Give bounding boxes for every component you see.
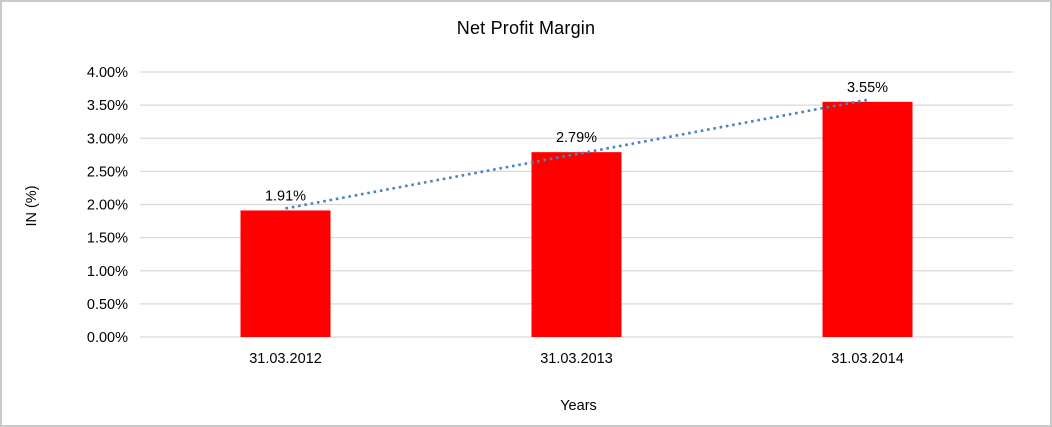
x-tick-label: 31.03.2012 [249,351,322,367]
trendline [285,98,868,210]
y-tick-label: 3.00% [87,131,128,147]
bar [240,210,331,337]
bar-data-label: 3.55% [847,80,888,96]
y-tick-label: 1.50% [87,231,128,247]
y-tick-label: 4.00% [87,65,128,81]
x-tick-label: 31.03.2014 [831,351,904,367]
x-axis-title: Years [560,398,597,414]
bar [531,152,622,337]
bar-data-label: 2.79% [556,130,597,146]
y-tick-label: 0.00% [87,330,128,346]
y-tick-label: 2.50% [87,164,128,180]
bar [822,101,913,337]
chart-title: Net Profit Margin [456,18,596,38]
bar-data-label: 1.91% [265,188,306,204]
y-tick-label: 0.50% [87,297,128,313]
x-tick-label: 31.03.2013 [540,351,613,367]
y-tick-label: 1.00% [87,264,128,280]
y-tick-label: 3.50% [87,98,128,114]
y-tick-label: 2.00% [87,198,128,214]
